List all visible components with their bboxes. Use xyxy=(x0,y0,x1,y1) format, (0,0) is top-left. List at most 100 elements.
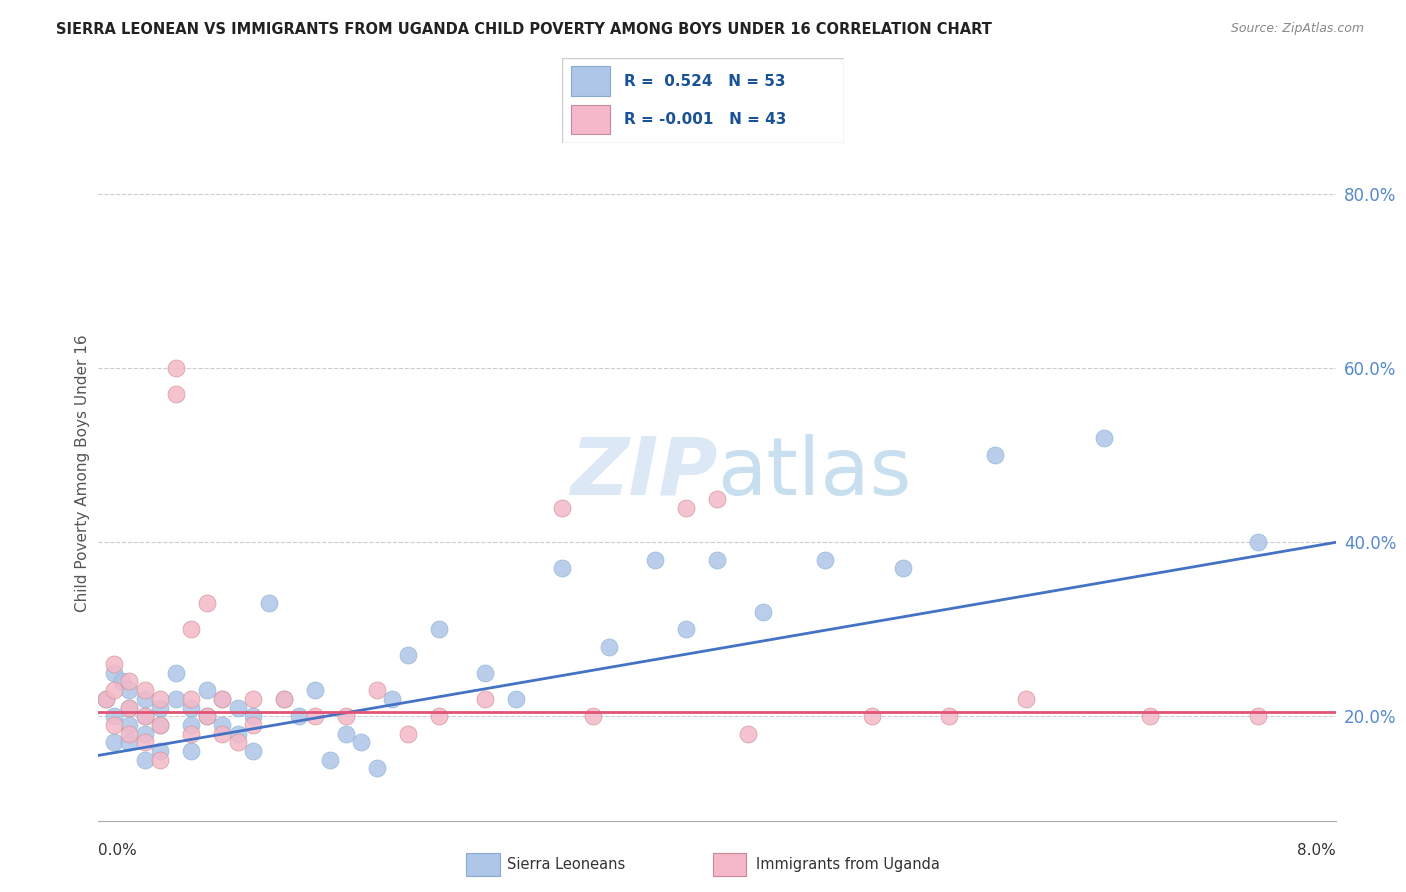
Text: R =  0.524   N = 53: R = 0.524 N = 53 xyxy=(624,74,786,89)
Point xyxy=(149,718,172,732)
Point xyxy=(474,692,496,706)
Point xyxy=(304,709,326,723)
Point xyxy=(134,753,156,767)
Point xyxy=(103,657,125,671)
Point xyxy=(427,623,450,637)
Point xyxy=(180,726,202,740)
Point xyxy=(149,692,172,706)
Point xyxy=(134,726,156,740)
Point xyxy=(427,709,450,723)
Point xyxy=(257,596,280,610)
Point xyxy=(195,683,218,698)
Text: Source: ZipAtlas.com: Source: ZipAtlas.com xyxy=(1230,22,1364,36)
Text: ZIP: ZIP xyxy=(569,434,717,512)
Point xyxy=(335,709,357,723)
Point xyxy=(752,605,775,619)
Point xyxy=(226,726,249,740)
Point xyxy=(180,718,202,732)
Point xyxy=(149,744,172,758)
FancyBboxPatch shape xyxy=(562,58,844,143)
Point xyxy=(134,692,156,706)
Text: Sierra Leoneans: Sierra Leoneans xyxy=(508,857,626,871)
Point xyxy=(211,718,233,732)
Point xyxy=(134,709,156,723)
Point xyxy=(891,561,914,575)
Point xyxy=(149,700,172,714)
Point xyxy=(211,726,233,740)
Point xyxy=(103,709,125,723)
Y-axis label: Child Poverty Among Boys Under 16: Child Poverty Among Boys Under 16 xyxy=(75,334,90,612)
Text: Immigrants from Uganda: Immigrants from Uganda xyxy=(755,857,939,871)
Point xyxy=(242,692,264,706)
Point xyxy=(1015,692,1038,706)
Point xyxy=(319,753,342,767)
Point xyxy=(195,596,218,610)
Point xyxy=(551,500,574,515)
Point xyxy=(118,718,141,732)
Point xyxy=(149,718,172,732)
Point xyxy=(1247,535,1270,549)
FancyBboxPatch shape xyxy=(467,853,501,876)
Point xyxy=(149,753,172,767)
Point xyxy=(706,491,728,506)
Point xyxy=(381,692,404,706)
Point xyxy=(304,683,326,698)
Point xyxy=(226,735,249,749)
Point xyxy=(1139,709,1161,723)
Point xyxy=(938,709,960,723)
Point xyxy=(396,648,419,663)
Point xyxy=(474,665,496,680)
Point xyxy=(1092,431,1115,445)
FancyBboxPatch shape xyxy=(571,67,610,96)
Point xyxy=(180,700,202,714)
Point xyxy=(165,665,187,680)
Point xyxy=(814,552,837,567)
Point xyxy=(273,692,295,706)
Point xyxy=(118,674,141,689)
Point xyxy=(180,744,202,758)
Point xyxy=(984,448,1007,462)
Point xyxy=(134,735,156,749)
Point xyxy=(288,709,311,723)
Point xyxy=(706,552,728,567)
Point xyxy=(96,692,118,706)
Point xyxy=(242,744,264,758)
Point xyxy=(1201,831,1223,846)
Point xyxy=(582,709,605,723)
Point xyxy=(1247,709,1270,723)
Point xyxy=(118,735,141,749)
Point xyxy=(165,692,187,706)
Point xyxy=(118,726,141,740)
Text: SIERRA LEONEAN VS IMMIGRANTS FROM UGANDA CHILD POVERTY AMONG BOYS UNDER 16 CORRE: SIERRA LEONEAN VS IMMIGRANTS FROM UGANDA… xyxy=(56,22,993,37)
Point xyxy=(273,692,295,706)
Point xyxy=(226,700,249,714)
Point xyxy=(242,709,264,723)
Point xyxy=(335,726,357,740)
Point xyxy=(737,726,759,740)
Point xyxy=(211,692,233,706)
Point xyxy=(644,552,666,567)
Point xyxy=(242,718,264,732)
Point xyxy=(675,500,697,515)
Text: atlas: atlas xyxy=(717,434,911,512)
FancyBboxPatch shape xyxy=(713,853,747,876)
Point xyxy=(118,700,141,714)
Point xyxy=(180,692,202,706)
Point xyxy=(180,623,202,637)
Text: 8.0%: 8.0% xyxy=(1296,843,1336,858)
Point xyxy=(598,640,620,654)
Point xyxy=(396,726,419,740)
Point xyxy=(860,709,883,723)
Point xyxy=(195,709,218,723)
Point xyxy=(96,692,118,706)
Point xyxy=(675,623,697,637)
Point xyxy=(111,674,134,689)
Point xyxy=(505,692,527,706)
Point xyxy=(103,683,125,698)
Point xyxy=(165,361,187,376)
Text: R = -0.001   N = 43: R = -0.001 N = 43 xyxy=(624,112,786,128)
Point xyxy=(134,709,156,723)
Point xyxy=(195,709,218,723)
Text: 0.0%: 0.0% xyxy=(98,843,138,858)
Point xyxy=(211,692,233,706)
